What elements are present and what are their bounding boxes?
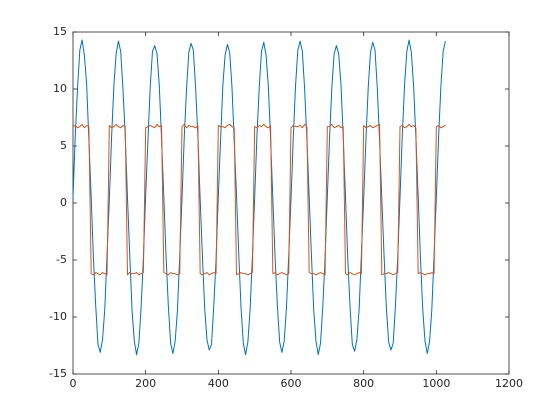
x-tick-label: 600 xyxy=(281,377,302,390)
y-tick-label: 15 xyxy=(53,25,67,38)
x-tick-label: 1000 xyxy=(422,377,450,390)
y-tick-label: -15 xyxy=(49,367,67,380)
y-tick-label: 10 xyxy=(53,82,67,95)
y-tick-label: 5 xyxy=(60,139,67,152)
series-line xyxy=(72,123,446,276)
x-tick-label: 200 xyxy=(135,377,156,390)
y-tick-label: -10 xyxy=(49,310,67,323)
x-tick-label: 400 xyxy=(208,377,229,390)
x-tick-label: 800 xyxy=(353,377,374,390)
y-tick-label: 0 xyxy=(60,196,67,209)
y-tick-label: -5 xyxy=(56,253,67,266)
series-line xyxy=(72,39,446,356)
x-tick-label: 1200 xyxy=(495,377,523,390)
x-tick-label: 0 xyxy=(70,377,77,390)
